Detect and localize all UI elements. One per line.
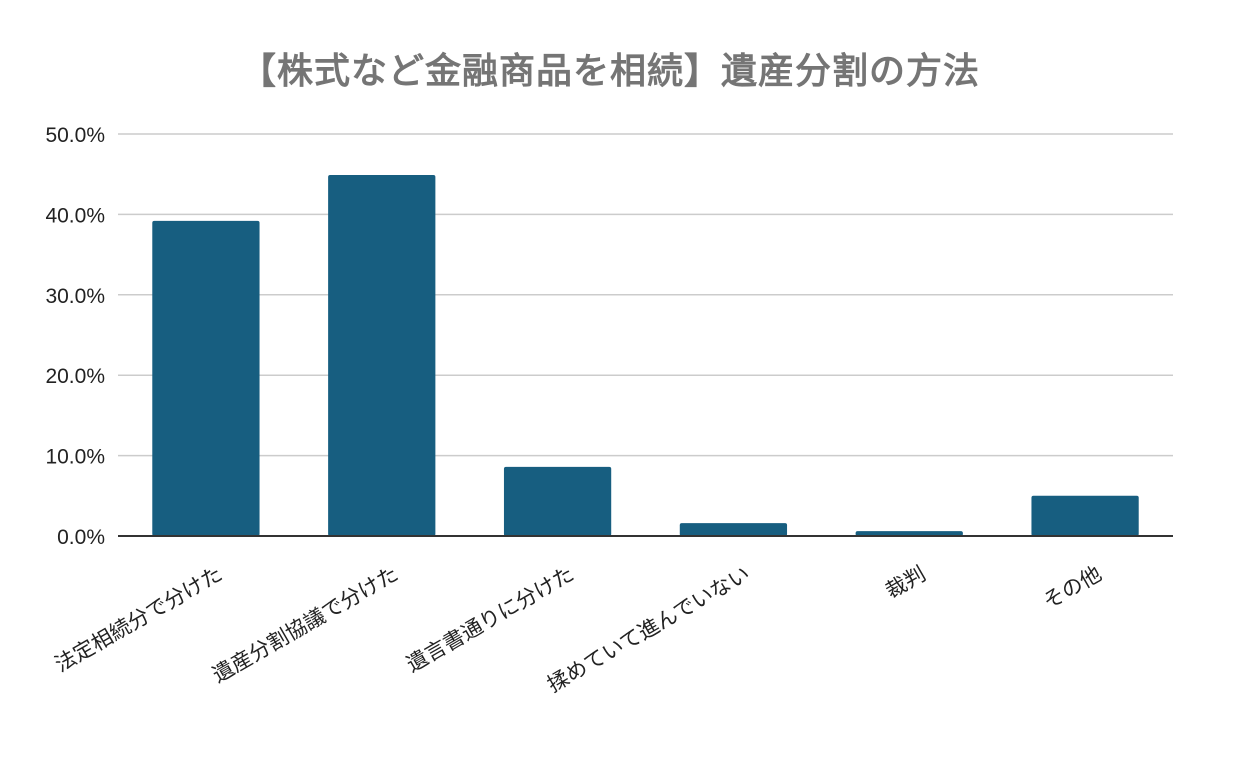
- bar: [679, 523, 788, 536]
- x-tick-label: 遺言書通りに分けた: [402, 562, 578, 677]
- y-tick-label: 50.0%: [45, 124, 105, 147]
- bars: [152, 175, 1139, 536]
- x-tick-label: その他: [1039, 562, 1106, 614]
- x-tick-label: 裁判: [881, 562, 929, 604]
- bar: [503, 466, 612, 536]
- y-tick-label: 40.0%: [45, 204, 105, 227]
- y-tick-label: 0.0%: [57, 526, 105, 549]
- y-tick-label: 20.0%: [45, 365, 105, 388]
- gridlines: [118, 133, 1173, 457]
- x-tick-label: 遺産分割協議で分けた: [208, 562, 402, 688]
- x-tick-label: 法定相続分で分けた: [51, 562, 227, 677]
- y-tick-label: 10.0%: [45, 446, 105, 469]
- y-tick-label: 30.0%: [45, 285, 105, 308]
- y-axis-tick-labels: 0.0% 10.0% 20.0% 30.0% 40.0% 50.0%: [45, 124, 105, 549]
- bar: [328, 175, 436, 536]
- bar: [152, 220, 260, 536]
- bar: [855, 531, 963, 536]
- chart-title: 【株式など金融商品を相続】遺産分割の方法: [239, 51, 980, 92]
- x-axis-category-labels: 法定相続分で分けた遺産分割協議で分けた 遺言書通りに分けた揉めていて進んでいない裁…: [51, 562, 1106, 697]
- bar: [1031, 495, 1139, 536]
